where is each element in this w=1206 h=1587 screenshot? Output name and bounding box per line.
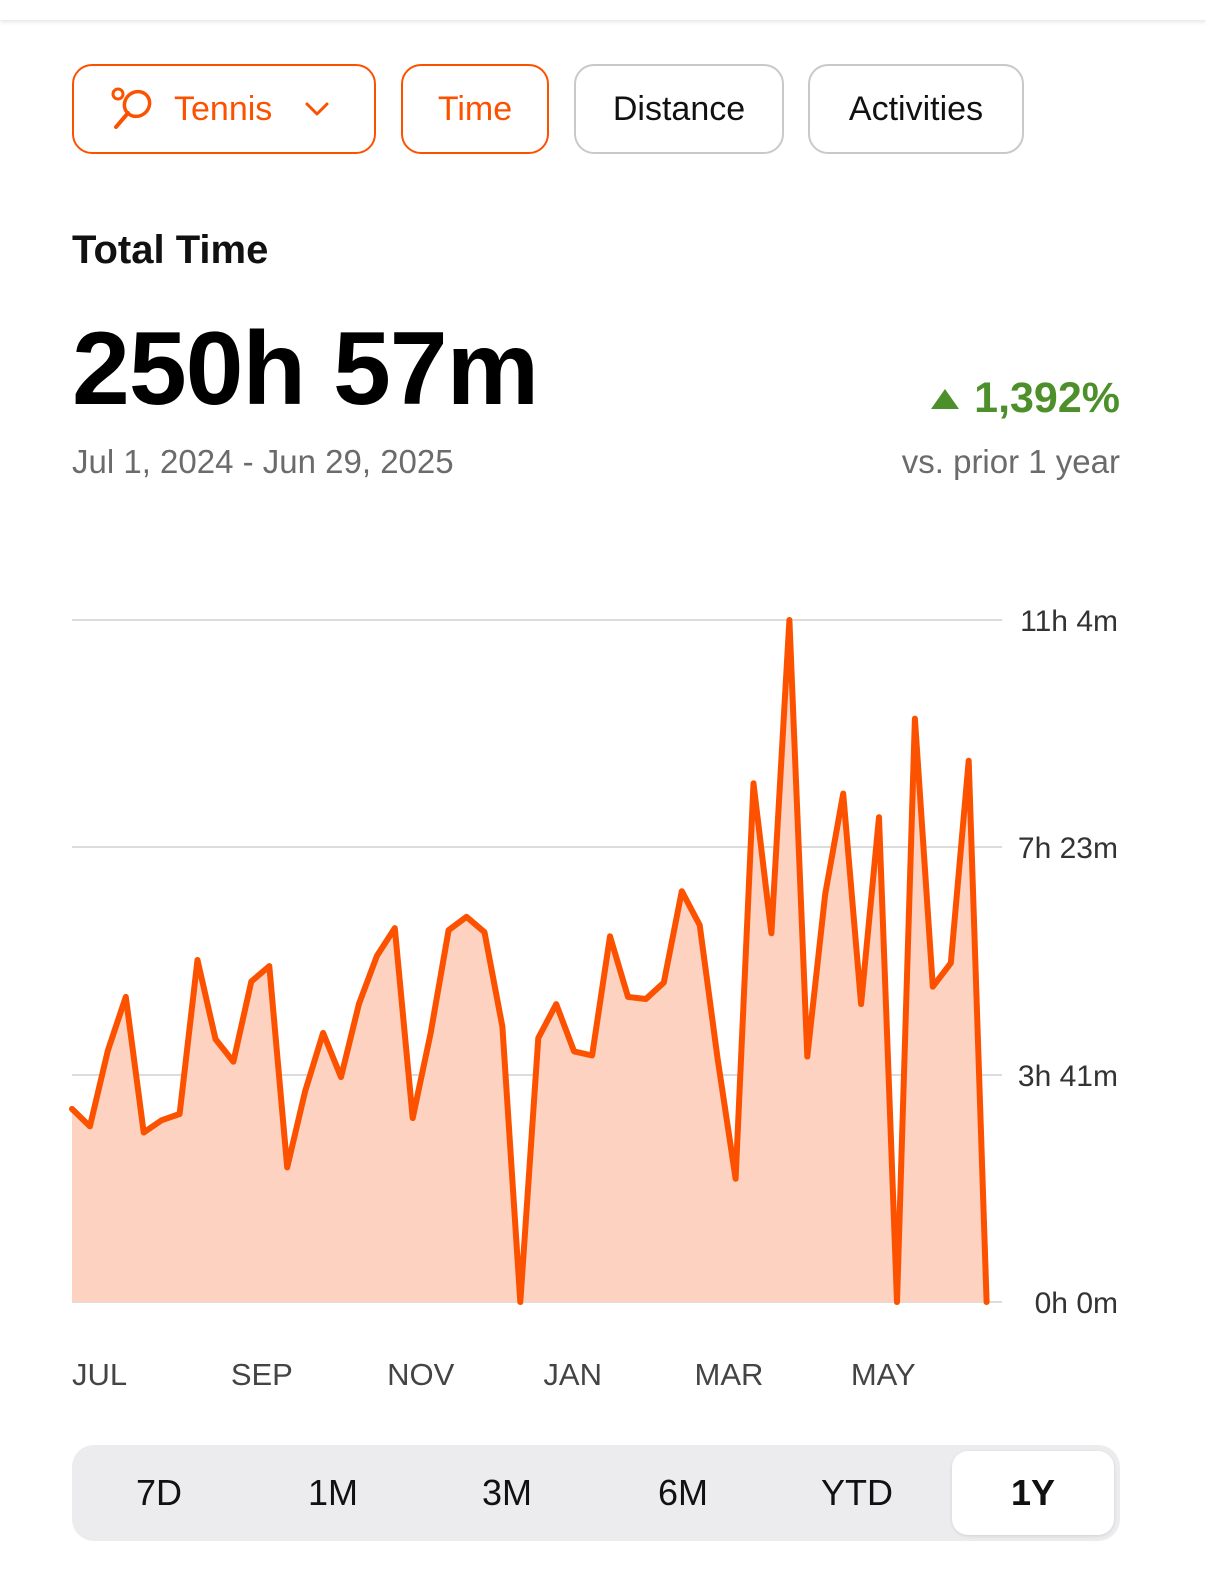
x-tick-label: NOV: [387, 1357, 455, 1392]
change-percent: 1,392%: [974, 374, 1120, 422]
top-bar: [0, 0, 1206, 20]
metric-distance-button[interactable]: Distance: [574, 64, 784, 154]
y-tick-label: 0h 0m: [1035, 1287, 1118, 1320]
y-tick-label: 7h 23m: [1018, 832, 1118, 865]
x-tick-label: SEP: [231, 1357, 293, 1392]
total-time-value: 250h 57m: [72, 311, 539, 427]
period-7d-button[interactable]: 7D: [72, 1445, 246, 1541]
period-1y-label: 1Y: [1010, 1472, 1056, 1513]
section-title: Total Time: [72, 228, 269, 272]
metric-activities-label: Activities: [848, 89, 984, 128]
x-tick-label: MAY: [851, 1357, 916, 1392]
series-line: [69, 617, 990, 1305]
time-chart: 0h 0m 3h 41m 7h 23m 11h 4m JUL SEP NOV JAN MAR M…: [69, 605, 1118, 1392]
compare-label: vs. prior 1 year: [901, 443, 1120, 480]
metric-activities-button[interactable]: Activities: [808, 64, 1024, 154]
period-1y-button[interactable]: 1Y: [952, 1451, 1114, 1535]
metric-time-label: Time: [437, 89, 513, 128]
change-indicator: 1,392%: [930, 374, 1120, 423]
y-axis-labels: 0h 0m 3h 41m 7h 23m 11h 4m: [1018, 605, 1118, 1320]
x-tick-label: MAR: [695, 1357, 764, 1392]
period-7d-label: 7D: [135, 1472, 183, 1513]
period-3m-label: 3M: [481, 1472, 532, 1513]
period-6m-label: 6M: [657, 1472, 708, 1513]
period-selector: 7D 1M 3M 6M YTD 1Y: [72, 1445, 1120, 1541]
x-tick-label: JAN: [543, 1357, 602, 1392]
metric-time-button[interactable]: Time: [401, 64, 549, 154]
metric-distance-label: Distance: [612, 89, 746, 128]
period-3m-button[interactable]: 3M: [420, 1445, 594, 1541]
x-tick-label: JUL: [72, 1357, 127, 1392]
period-ytd-label: YTD: [821, 1472, 893, 1513]
y-tick-label: 3h 41m: [1018, 1060, 1118, 1093]
date-range: Jul 1, 2024 - Jun 29, 2025: [72, 443, 454, 480]
y-tick-label: 11h 4m: [1020, 605, 1118, 638]
sport-label: Tennis: [174, 89, 273, 128]
data-points: [71, 619, 987, 1303]
x-axis-labels: JUL SEP NOV JAN MAR MAY: [72, 1357, 916, 1392]
chevron-down-icon: [305, 102, 329, 116]
area-fill: [72, 620, 987, 1302]
period-1m-button[interactable]: 1M: [246, 1445, 420, 1541]
arrow-up-icon: [931, 388, 960, 409]
sport-selector[interactable]: Tennis: [72, 64, 376, 154]
period-ytd-button[interactable]: YTD: [770, 1445, 944, 1541]
period-6m-button[interactable]: 6M: [596, 1445, 770, 1541]
period-1m-label: 1M: [307, 1472, 358, 1513]
tennis-racket-icon: [111, 87, 152, 129]
